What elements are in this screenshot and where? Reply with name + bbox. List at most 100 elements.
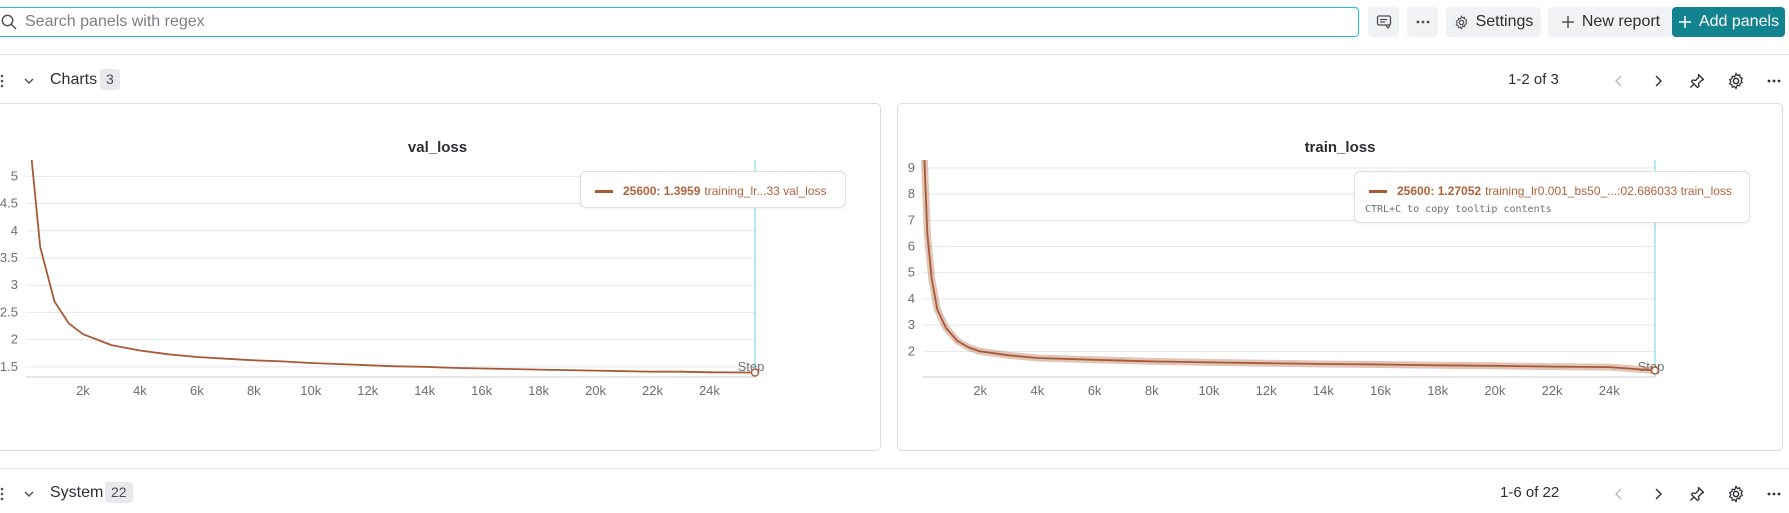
y-tick-label: 6: [908, 239, 915, 254]
settings-button[interactable]: Settings: [1446, 7, 1541, 37]
x-tick-label: 12k: [357, 383, 378, 398]
search-input[interactable]: [25, 11, 1345, 33]
panel-toolbar: Settings New report Add panels: [0, 0, 1789, 44]
chevron-left-icon[interactable]: [1610, 485, 1628, 503]
chart-panel-val-loss[interactable]: val_loss 1.5 2 2.5 3 3.5 4 4.5 5 2k 4k 6k 8k 10k 12k 1…: [0, 103, 881, 451]
x-tick-label: 12k: [1256, 383, 1277, 398]
pin-icon[interactable]: [1688, 485, 1706, 503]
x-tick-label: 14k: [1313, 383, 1334, 398]
chart-tooltip: 25600: 1.3959 training_lr...33 val_loss: [580, 171, 846, 208]
panel-view-icon: [1376, 15, 1391, 29]
x-tick-label: 18k: [1427, 383, 1448, 398]
chevron-left-icon[interactable]: [1610, 72, 1628, 90]
pagination-label: 1-2 of 3: [1508, 71, 1559, 88]
x-tick-label: 20k: [585, 383, 606, 398]
x-tick-label: 14k: [414, 383, 435, 398]
x-tick-label: 18k: [528, 383, 549, 398]
more-options-button[interactable]: [1407, 7, 1438, 37]
drag-handle-icon[interactable]: [0, 74, 4, 88]
x-tick-label: 8k: [1145, 383, 1159, 398]
y-tick-label: 9: [908, 160, 915, 175]
chart-tooltip: 25600: 1.27052 training_lr0.001_bs50_...…: [1354, 171, 1750, 223]
add-panels-button[interactable]: Add panels: [1672, 7, 1785, 37]
tooltip-hint: CTRL+C to copy tooltip contents: [1365, 204, 1552, 215]
y-tick-label: 3: [908, 317, 915, 332]
new-report-label: New report: [1581, 13, 1661, 30]
x-tick-label: 24k: [1599, 383, 1620, 398]
plus-icon: [1561, 16, 1574, 28]
section-title: System: [50, 484, 104, 501]
gear-icon[interactable]: [1727, 72, 1745, 90]
x-tick-label: 6k: [190, 383, 204, 398]
tooltip-value: 25600: 1.3959: [623, 184, 701, 198]
line-chart: 2 3 4 5 6 7 8 9 2k 4k 6k 8k 10k 12k 14k 16k 18k 20k 22k 24k…: [908, 159, 1664, 398]
more-horizontal-icon[interactable]: [1765, 485, 1783, 503]
x-tick-label: 20k: [1484, 383, 1505, 398]
drag-handle-icon[interactable]: [0, 487, 4, 501]
more-horizontal-icon: [1416, 20, 1429, 24]
pin-icon[interactable]: [1688, 72, 1706, 90]
x-tick-label: 4k: [1031, 383, 1045, 398]
search-box[interactable]: [0, 7, 1359, 37]
more-horizontal-icon[interactable]: [1765, 72, 1783, 90]
y-tick-label: 8: [908, 186, 915, 201]
settings-label: Settings: [1475, 13, 1534, 30]
tooltip-value: 25600: 1.27052: [1397, 184, 1482, 198]
section-divider: [0, 468, 1789, 469]
x-tick-label: 4k: [133, 383, 147, 398]
new-report-button[interactable]: New report: [1548, 7, 1673, 37]
section-header-charts: Charts 3 1-2 of 3: [0, 60, 1789, 100]
x-tick-label: 10k: [1198, 383, 1219, 398]
y-tick-label: 7: [908, 212, 915, 227]
section-title: Charts: [50, 71, 98, 88]
hover-point: [750, 368, 760, 377]
y-tick-label: 5: [908, 265, 915, 280]
gear-icon: [1455, 14, 1468, 30]
y-tick-label: 2.5: [0, 304, 18, 319]
series-line: [30, 159, 756, 374]
x-tick-label: 8k: [247, 383, 261, 398]
chevron-down-icon[interactable]: [22, 74, 36, 88]
y-tick-label: 1.5: [0, 359, 18, 374]
y-tick-label: 2: [908, 343, 915, 358]
series-line: [923, 159, 1656, 372]
y-tick-label: 3.5: [0, 250, 18, 265]
chart-title: train_loss: [1304, 139, 1376, 156]
add-panels-label: Add panels: [1698, 13, 1780, 30]
x-tick-label: 24k: [699, 383, 720, 398]
tooltip-series-name: training_lr...33 val_loss: [704, 184, 827, 198]
chevron-right-icon[interactable]: [1649, 72, 1667, 90]
line-chart: 1.5 2 2.5 3 3.5 4 4.5 5 2k 4k 6k 8k 10k 12k 14k 16k 18k 2…: [0, 159, 764, 398]
series-swatch: [595, 189, 613, 193]
plus-icon: [1678, 16, 1691, 28]
x-tick-label: 2k: [973, 383, 987, 398]
section-count-badge: 3: [100, 69, 120, 90]
x-tick-label: 10k: [300, 383, 321, 398]
chart-title: val_loss: [407, 139, 468, 156]
chart-panel-train-loss[interactable]: train_loss 2 3 4 5 6 7 8 9 2k 4k 6k 8k 10k 12k 14k 16k 1…: [897, 103, 1783, 451]
y-tick-label: 4: [908, 291, 915, 306]
panel-view-button[interactable]: [1368, 7, 1399, 37]
x-tick-label: 16k: [1370, 383, 1391, 398]
y-tick-label: 5: [11, 168, 18, 183]
x-tick-label: 16k: [471, 383, 492, 398]
gear-icon[interactable]: [1727, 485, 1745, 503]
y-tick-label: 4: [11, 223, 18, 238]
y-tick-label: 4.5: [0, 196, 18, 211]
tooltip-series-name: training_lr0.001_bs50_...:02.686033 trai…: [1485, 184, 1732, 198]
x-tick-label: 22k: [642, 383, 663, 398]
x-tick-label: 2k: [76, 383, 90, 398]
section-header-system: System 22 1-6 of 22: [0, 473, 1789, 513]
y-tick-label: 3: [11, 277, 18, 292]
toolbar-divider: [0, 54, 1789, 55]
section-count-badge: 22: [105, 482, 133, 503]
x-tick-label: 6k: [1088, 383, 1102, 398]
y-tick-label: 2: [11, 332, 18, 347]
series-swatch: [1369, 189, 1387, 193]
pagination-label: 1-6 of 22: [1500, 484, 1560, 501]
chevron-down-icon[interactable]: [22, 487, 36, 501]
x-tick-label: 22k: [1542, 383, 1563, 398]
chevron-right-icon[interactable]: [1649, 485, 1667, 503]
hover-point: [1650, 366, 1660, 375]
search-icon: [1, 14, 17, 30]
